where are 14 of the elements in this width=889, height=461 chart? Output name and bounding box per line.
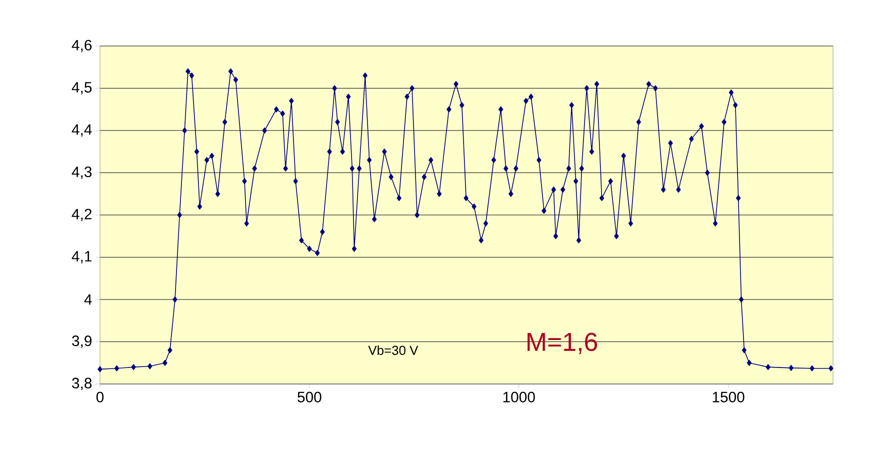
y-tick-label: 4,6 <box>72 40 92 52</box>
y-tick-label: 4 <box>84 294 92 305</box>
y-tick-label: 3,8 <box>72 378 92 390</box>
x-tick-label: 0 <box>96 392 104 402</box>
y-tick-label: 4,5 <box>72 82 92 94</box>
y-tick-label: 3,9 <box>72 336 92 348</box>
y-tick-label: 4,3 <box>72 166 92 179</box>
x-tick-label: 1000 <box>503 392 535 402</box>
annotation: Vb=30 V <box>368 345 418 355</box>
x-tick-label: 500 <box>298 392 322 402</box>
y-tick-label: 4,4 <box>72 124 92 137</box>
y-tick-label: 4,2 <box>72 208 92 222</box>
y-tick-label: 4,1 <box>72 251 92 264</box>
x-tick-label: 1500 <box>712 392 744 402</box>
